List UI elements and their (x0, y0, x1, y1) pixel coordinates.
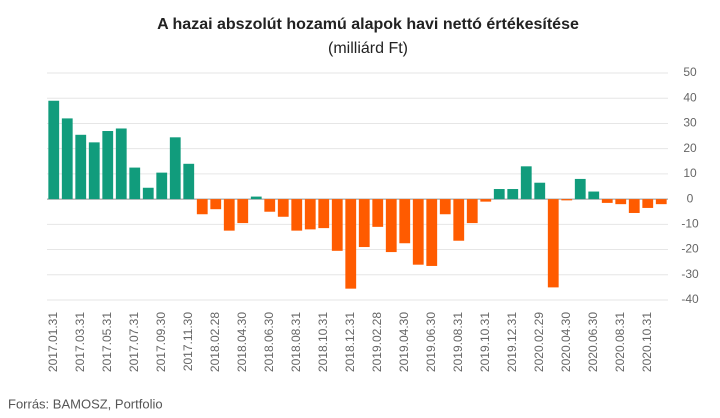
bar (75, 134, 87, 200)
bar (642, 199, 654, 208)
bar (196, 199, 208, 215)
y-tick-label: 30 (683, 116, 697, 130)
x-tick-label: 2017.09.30 (154, 312, 168, 372)
y-tick-label: -10 (681, 217, 699, 231)
bar (372, 199, 384, 227)
bar (385, 199, 397, 253)
bar (412, 199, 424, 265)
bar (250, 196, 262, 200)
bar (115, 128, 127, 200)
bar (493, 189, 505, 200)
chart-title: A hazai abszolút hozamú alapok havi nett… (157, 16, 579, 33)
x-tick-label: 2019.02.28 (370, 312, 384, 372)
x-tick-label: 2019.12.31 (505, 312, 519, 372)
x-tick-label: 2020.10.31 (640, 312, 654, 372)
bar (183, 163, 195, 200)
bar (628, 199, 640, 213)
x-tick-label: 2017.01.31 (46, 312, 60, 372)
bar (210, 199, 222, 210)
bar (142, 187, 154, 200)
x-tick-label: 2019.08.31 (451, 312, 465, 372)
bar (291, 199, 303, 231)
y-tick-label: -30 (681, 267, 699, 281)
bar (453, 199, 465, 241)
x-tick-label: 2018.06.30 (262, 312, 276, 372)
y-tick-label: 40 (683, 90, 697, 104)
bar (561, 199, 573, 201)
bar (277, 199, 289, 217)
bar (588, 191, 600, 200)
bar (601, 199, 613, 203)
x-tick-label: 2017.05.31 (100, 312, 114, 372)
bar (331, 199, 343, 251)
y-tick-label: 50 (683, 65, 697, 79)
bar (318, 199, 330, 229)
bar (439, 199, 451, 215)
bar (520, 166, 532, 200)
x-tick-label: 2018.04.30 (235, 312, 249, 372)
bar (615, 199, 627, 205)
bar (169, 137, 181, 200)
x-tick-label: 2018.12.31 (343, 312, 357, 372)
x-tick-label: 2020.02.29 (532, 312, 546, 372)
x-tick-label: 2019.06.30 (424, 312, 438, 372)
bar (102, 131, 114, 200)
bar (304, 199, 316, 230)
bar (426, 199, 438, 266)
bar (466, 199, 478, 224)
x-tick-label: 2020.08.31 (613, 312, 627, 372)
bar (48, 100, 60, 200)
bar (547, 199, 559, 288)
x-tick-label: 2019.10.31 (478, 312, 492, 372)
x-tick-label: 2017.03.31 (73, 312, 87, 372)
bar (156, 172, 168, 200)
chart-subtitle: (milliárd Ft) (328, 40, 408, 57)
y-tick-label: 20 (683, 141, 697, 155)
bar (399, 199, 411, 244)
y-tick-label: -40 (681, 292, 699, 306)
x-tick-label: 2020.04.30 (559, 312, 573, 372)
source: Forrás: BAMOSZ, Portfolio (8, 396, 163, 411)
bar (358, 199, 370, 248)
bar (345, 199, 357, 289)
x-tick-label: 2017.07.31 (127, 312, 141, 372)
bar (507, 189, 519, 200)
x-tick-label: 2020.06.30 (586, 312, 600, 372)
bar (574, 178, 586, 200)
x-tick-label: 2018.10.31 (316, 312, 330, 372)
y-tick-label: -20 (681, 242, 699, 256)
bar (264, 199, 276, 212)
y-tick-label: 10 (683, 166, 697, 180)
bar (534, 182, 546, 200)
bar (655, 199, 667, 205)
bar (61, 118, 73, 200)
bar (237, 199, 249, 224)
bar (223, 199, 235, 231)
x-tick-label: 2017.11.30 (181, 312, 195, 371)
y-tick-label: 0 (687, 191, 694, 205)
x-tick-label: 2018.08.31 (289, 312, 303, 372)
bar (129, 167, 141, 200)
bar (480, 199, 492, 202)
x-tick-label: 2018.02.28 (208, 312, 222, 372)
bar (88, 142, 100, 200)
x-tick-label: 2019.04.30 (397, 312, 411, 372)
